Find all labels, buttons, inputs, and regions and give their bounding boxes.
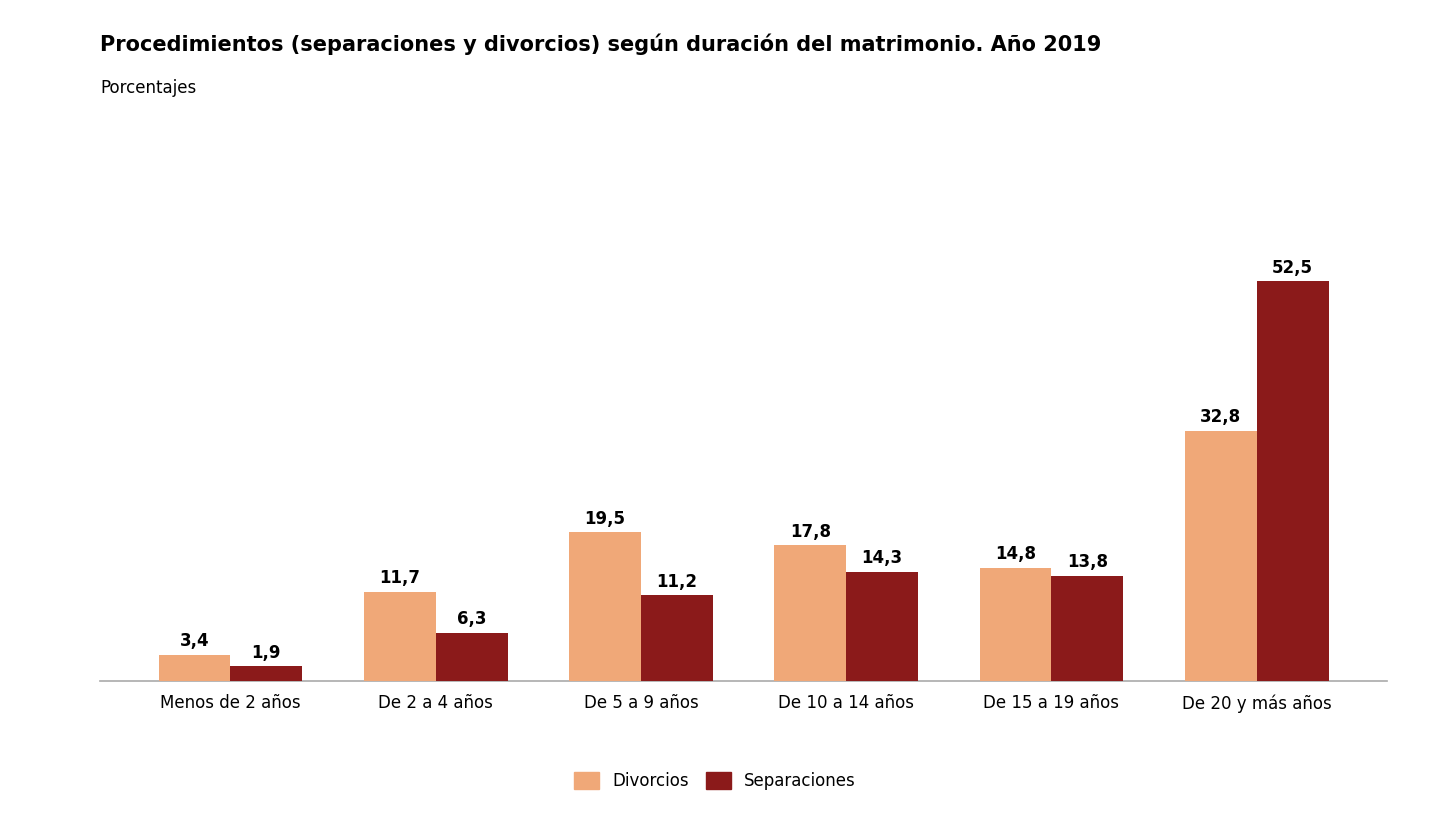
Text: 3,4: 3,4 — [180, 632, 209, 650]
Bar — [847, 572, 918, 681]
Text: 32,8: 32,8 — [1200, 408, 1241, 427]
Text: 17,8: 17,8 — [789, 523, 831, 540]
Bar — [775, 545, 847, 681]
Bar — [1185, 431, 1257, 681]
Text: 13,8: 13,8 — [1067, 553, 1108, 571]
Text: 14,3: 14,3 — [862, 549, 902, 567]
Bar — [980, 568, 1051, 681]
Bar — [641, 595, 712, 681]
Text: 11,2: 11,2 — [656, 573, 698, 591]
Bar — [436, 632, 508, 681]
Text: 52,5: 52,5 — [1273, 259, 1313, 276]
Text: 19,5: 19,5 — [585, 510, 625, 528]
Text: 11,7: 11,7 — [379, 569, 420, 587]
Legend: Divorcios, Separaciones: Divorcios, Separaciones — [568, 765, 862, 797]
Text: Porcentajes: Porcentajes — [100, 79, 196, 97]
Text: 14,8: 14,8 — [995, 545, 1037, 564]
Text: 6,3: 6,3 — [456, 610, 486, 628]
Text: 1,9: 1,9 — [252, 643, 282, 662]
Bar — [159, 655, 230, 681]
Bar — [1257, 281, 1328, 681]
Bar — [363, 592, 436, 681]
Bar — [1051, 576, 1124, 681]
Bar — [230, 666, 302, 681]
Bar — [569, 532, 641, 681]
Text: Procedimientos (separaciones y divorcios) según duración del matrimonio. Año 201: Procedimientos (separaciones y divorcios… — [100, 33, 1101, 55]
